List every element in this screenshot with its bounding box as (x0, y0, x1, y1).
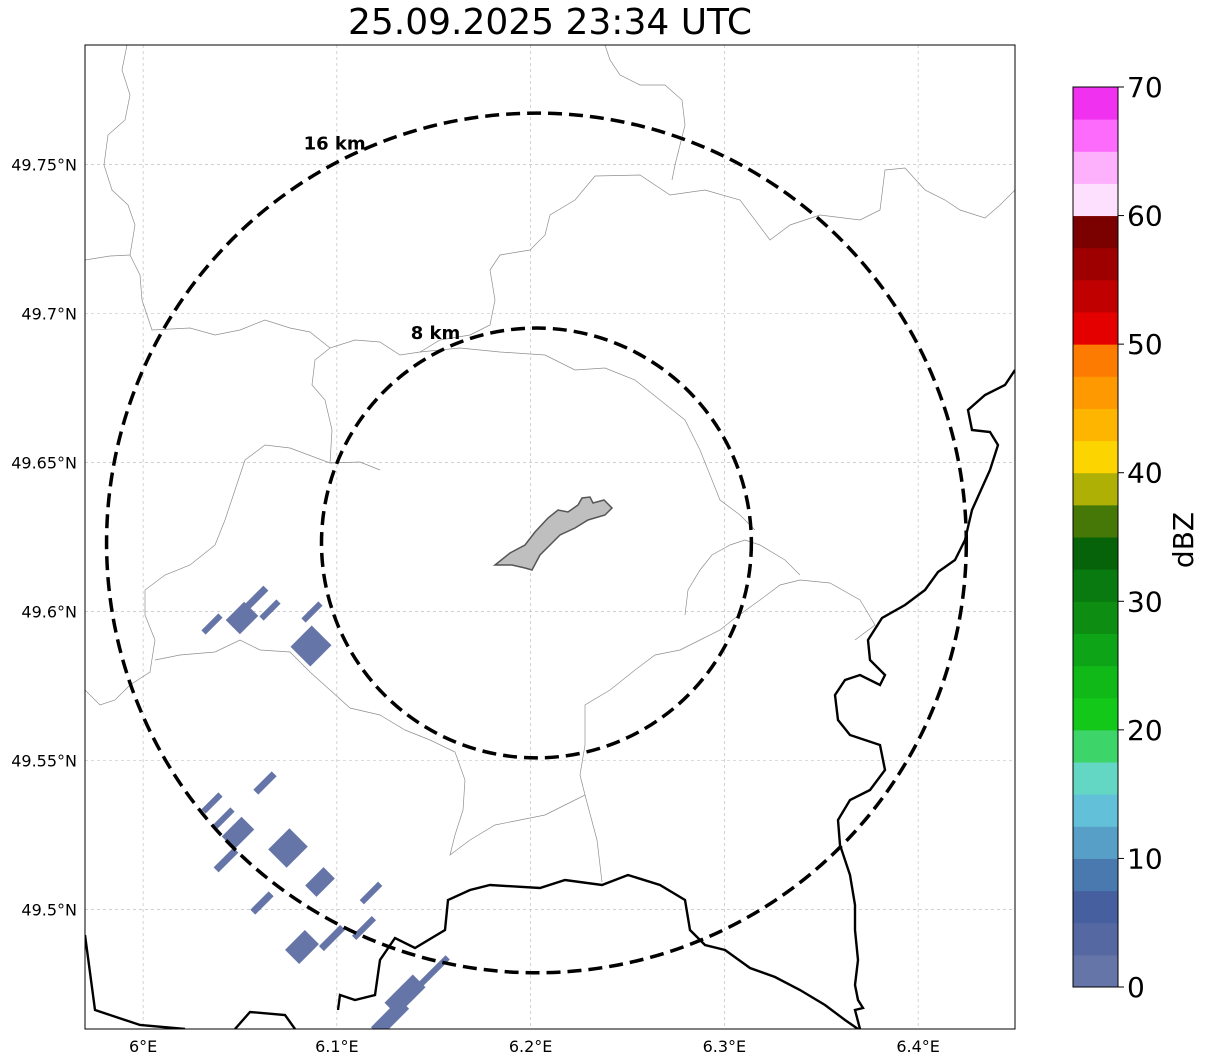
radar-echo-cell (359, 881, 383, 905)
colorbar-segment (1073, 954, 1118, 988)
graticule (85, 45, 1015, 1029)
colorbar-segment (1073, 472, 1118, 506)
radar-echo-cell (268, 828, 308, 868)
colorbar-tick-label: 50 (1127, 328, 1163, 361)
radar-echo-cell (305, 867, 335, 897)
colorbar-segment (1073, 279, 1118, 313)
lat-tick-label: 49.5°N (21, 901, 77, 920)
colorbar-segment (1073, 119, 1118, 152)
colorbar-segment (1073, 697, 1118, 731)
colorbar-tick-label: 30 (1127, 585, 1163, 618)
admin-boundary (579, 579, 876, 796)
radar-echo-cell (259, 599, 281, 621)
national-borders (85, 369, 1015, 1029)
colorbar-tick-label: 0 (1127, 971, 1145, 1004)
colorbar-segment (1073, 922, 1118, 956)
colorbar-segment (1073, 569, 1118, 602)
range-ring-16km (104, 111, 969, 975)
axis-ticks: 6°E 6.1°E 6.2°E 6.3°E 6.4°E 49.75°N 49.7°N 49.6… (11, 155, 940, 1056)
admin-boundaries (85, 45, 1015, 883)
colorbar-tick-label: 10 (1127, 842, 1163, 875)
colorbar-segment (1073, 826, 1118, 859)
colorbar-segment (1073, 601, 1118, 634)
colorbar-segment (1073, 344, 1118, 377)
lon-tick-label: 6.3°E (703, 1037, 747, 1056)
admin-boundary (419, 347, 756, 531)
admin-boundary (154, 639, 603, 883)
colorbar-segment (1073, 665, 1118, 699)
radar-echo-cell (285, 930, 319, 964)
lon-tick-label: 6°E (129, 1037, 157, 1056)
radar-echo-cell (250, 891, 274, 915)
colorbar-tick-label: 20 (1127, 714, 1163, 747)
colorbar-segment (1073, 87, 1118, 120)
lat-tick-label: 49.7°N (21, 304, 77, 323)
radar-echo-cell (351, 915, 377, 941)
radar-echo-cell (221, 816, 255, 850)
colorbar-frame (1072, 86, 1119, 988)
colorbar-segment (1073, 151, 1118, 184)
lon-tick-label: 6.1°E (315, 1037, 359, 1056)
colorbar-segment (1073, 890, 1118, 924)
colorbar-segment (1073, 440, 1118, 474)
colorbar-segment (1073, 762, 1118, 795)
colorbar-segment (1073, 633, 1118, 667)
national-border (336, 873, 859, 1029)
colorbar-segment (1073, 312, 1118, 345)
lon-tick-label: 6.4°E (896, 1037, 940, 1056)
radar-echo-cell (410, 955, 450, 995)
lat-tick-label: 49.75°N (11, 155, 77, 174)
lon-tick-label: 6.2°E (509, 1037, 553, 1056)
lat-tick-label: 49.6°N (21, 603, 77, 622)
admin-boundary (684, 539, 801, 616)
range-rings: 8 km 16 km (104, 111, 969, 975)
colorbar-tick-label: 70 (1127, 71, 1163, 104)
colorbar-segment (1073, 408, 1118, 442)
colorbar-segment (1073, 247, 1118, 281)
lat-tick-label: 49.65°N (11, 453, 77, 472)
admin-boundary (604, 45, 686, 181)
colorbar-segment (1073, 376, 1118, 409)
radar-echo-cell (225, 601, 259, 635)
colorbar-label: dBZ (1167, 512, 1200, 568)
admin-boundary (329, 461, 381, 471)
city-area (492, 496, 614, 571)
national-border (85, 934, 186, 1029)
radar-echo-cell (290, 625, 332, 667)
colorbar-tick-label: 40 (1127, 457, 1163, 490)
range-ring-8km (319, 326, 754, 760)
radar-echo-cell (201, 792, 223, 814)
colorbar: 0 10 20 30 40 50 60 70 dBZ (1072, 71, 1200, 1004)
admin-boundary (85, 254, 131, 261)
map-frame (84, 44, 1016, 1030)
national-border (234, 1010, 296, 1029)
colorbar-segment (1073, 215, 1118, 249)
range-ring-label: 8 km (411, 323, 461, 344)
colorbar-segment (1073, 794, 1118, 827)
national-border (833, 369, 1015, 1029)
radar-echo-cell (243, 585, 269, 611)
radar-echo-cell (213, 807, 235, 829)
radar-echo-cell (201, 613, 223, 635)
radar-echo-cell (318, 924, 346, 952)
colorbar-segment (1073, 537, 1118, 570)
range-ring-label: 16 km (304, 133, 366, 154)
admin-boundary (103, 45, 1015, 356)
admin-boundary (85, 347, 333, 706)
radar-echoes (201, 585, 450, 1029)
colorbar-segment (1073, 729, 1118, 763)
radar-echo-cell (253, 771, 277, 795)
radar-echo-cell (366, 1017, 390, 1029)
colorbar-segment (1073, 504, 1118, 538)
radar-echo-cell (301, 601, 323, 623)
lat-tick-label: 49.55°N (11, 752, 77, 771)
colorbar-segment (1073, 183, 1118, 217)
colorbar-segment (1073, 858, 1118, 892)
colorbar-tick-label: 60 (1127, 200, 1163, 233)
map-title: 25.09.2025 23:34 UTC (347, 2, 753, 43)
radar-echo-cell (213, 847, 239, 873)
